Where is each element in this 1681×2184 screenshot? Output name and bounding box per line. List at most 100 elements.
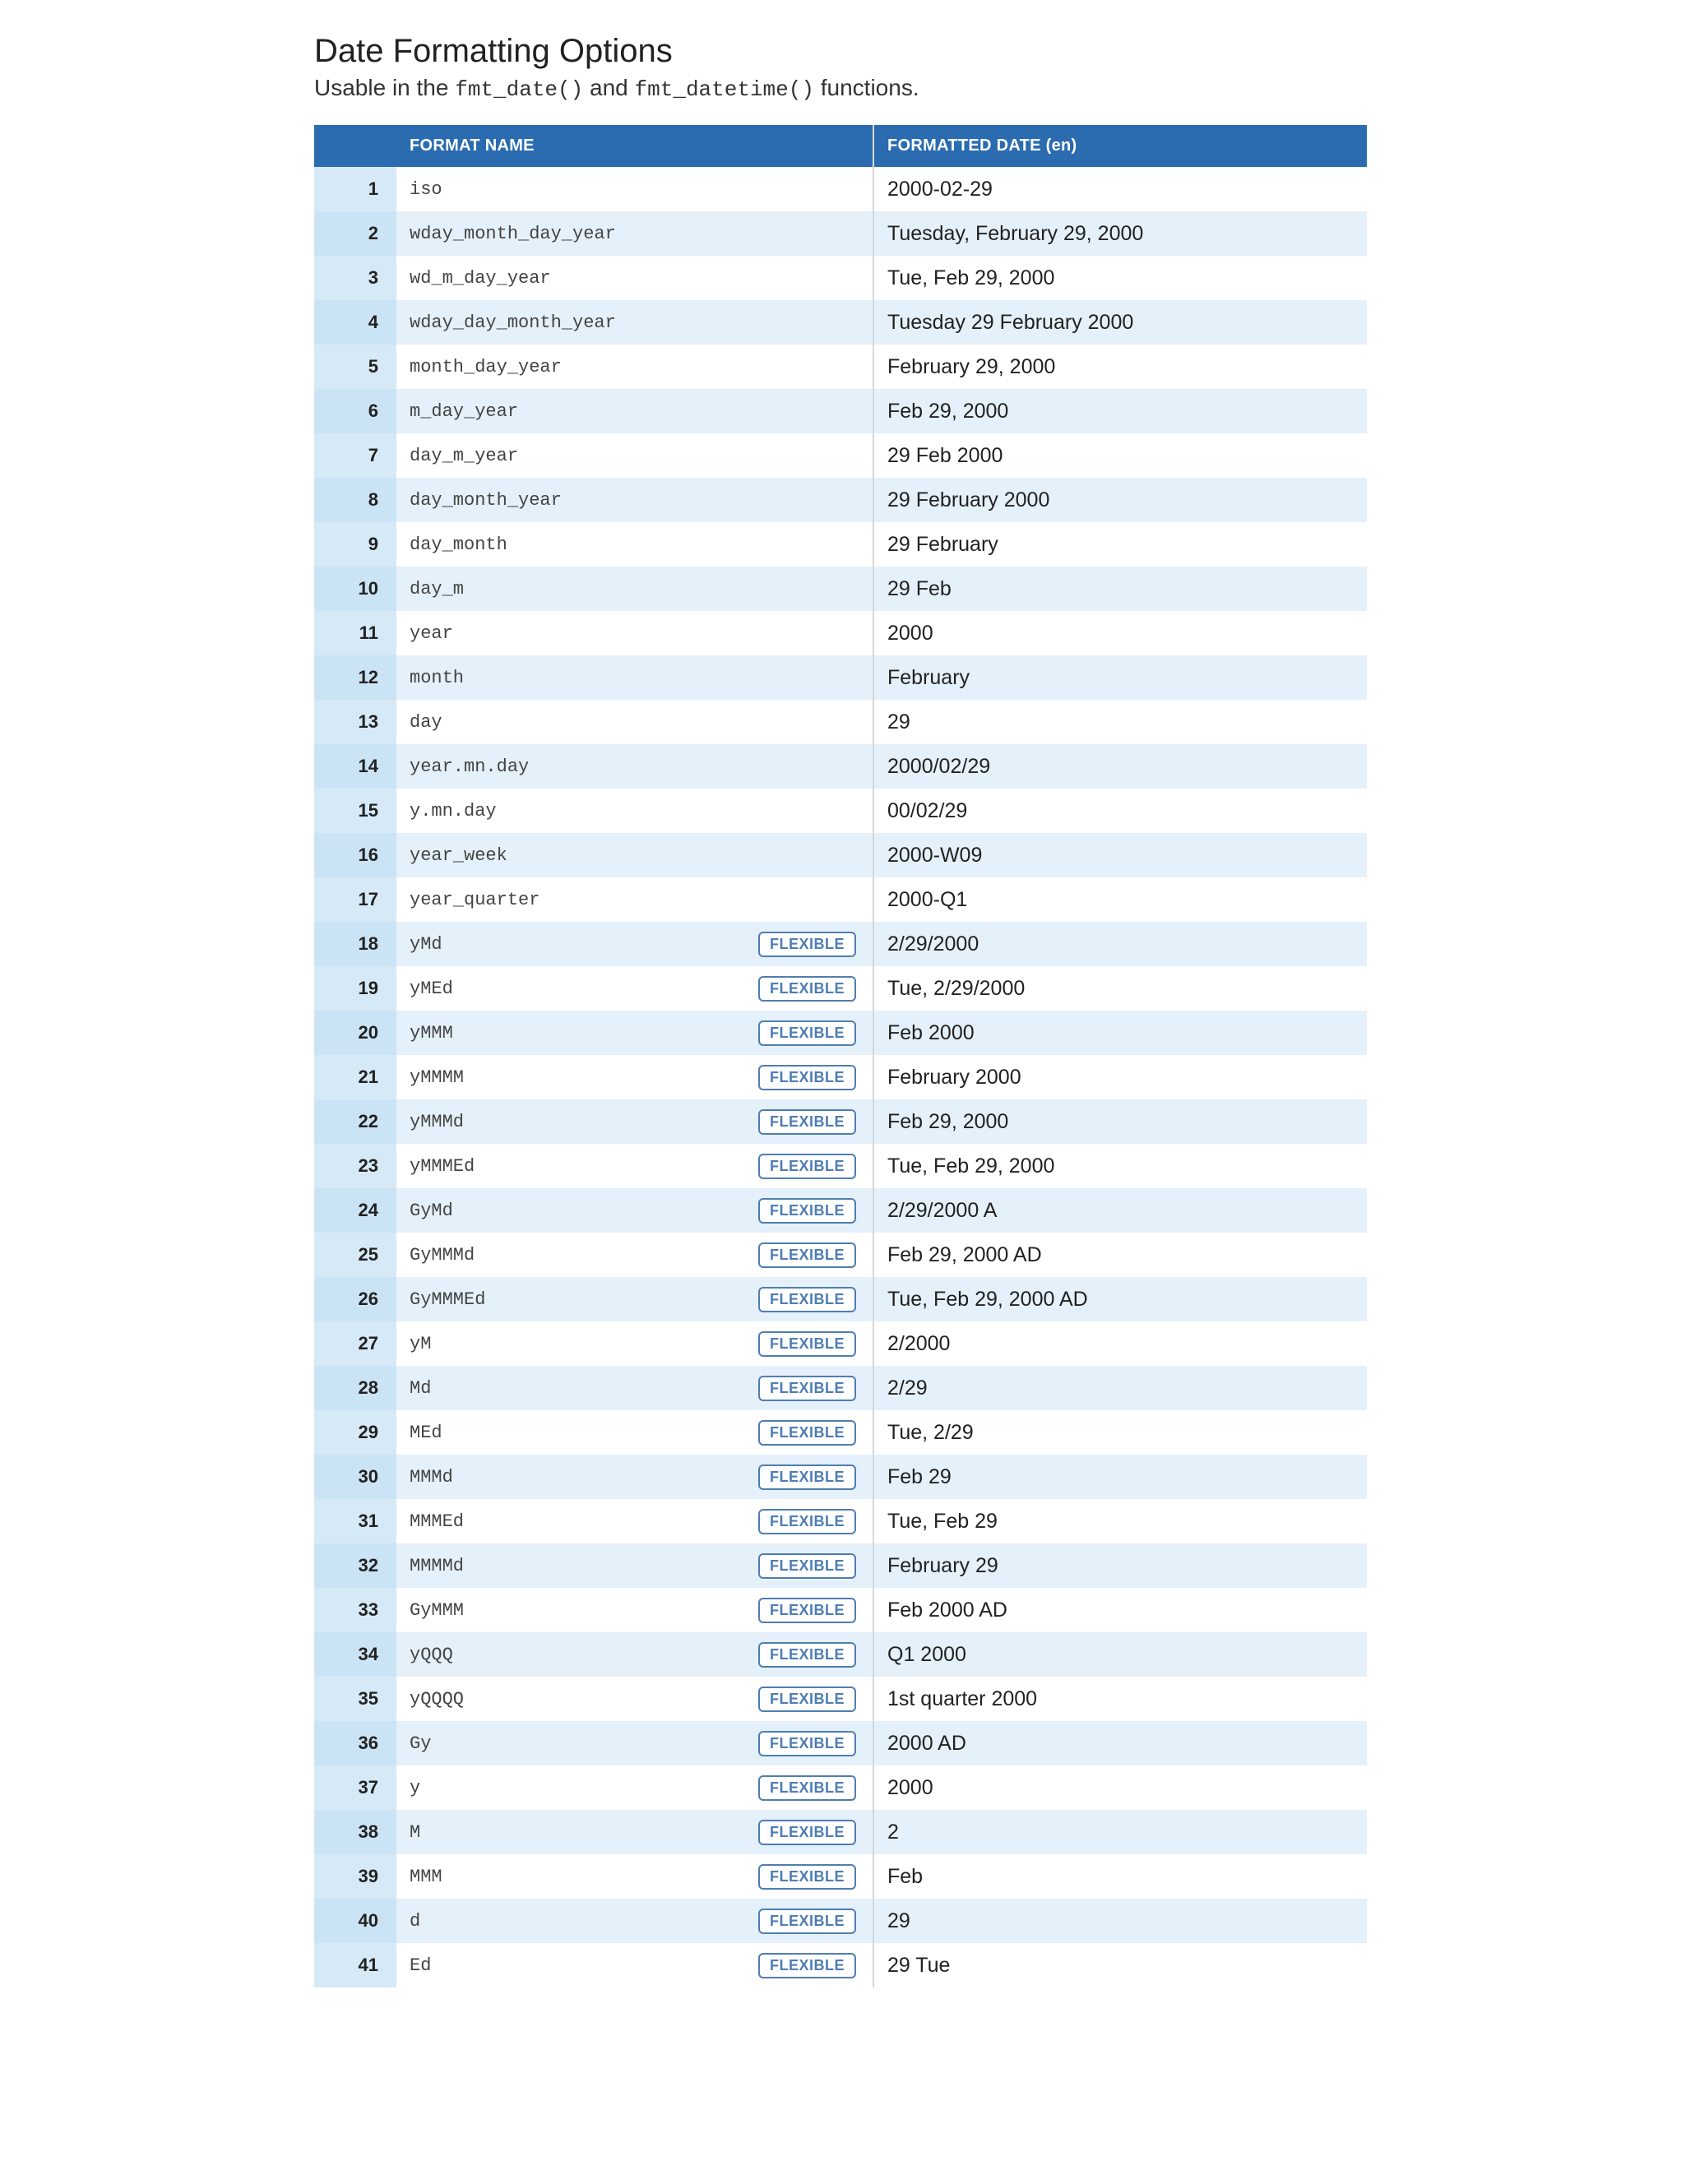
- flexible-cell: [725, 300, 873, 345]
- row-number: 22: [314, 1099, 396, 1144]
- flexible-badge: FLEXIBLE: [758, 1198, 856, 1224]
- format-name: Gy: [396, 1721, 725, 1765]
- format-name: yMMMM: [396, 1055, 725, 1099]
- format-name: M: [396, 1810, 725, 1854]
- format-name: m_day_year: [396, 389, 725, 433]
- flexible-cell: FLEXIBLE: [725, 1277, 873, 1321]
- table-row: 29MEdFLEXIBLETue, 2/29: [314, 1410, 1367, 1455]
- date-formats-table: FORMAT NAME FORMATTED DATE (en) 1iso2000…: [314, 125, 1367, 1987]
- flexible-cell: FLEXIBLE: [725, 1543, 873, 1588]
- table-row: 41EdFLEXIBLE29 Tue: [314, 1943, 1367, 1987]
- table-row: 15y.mn.day00/02/29: [314, 789, 1367, 833]
- flexible-cell: FLEXIBLE: [725, 1588, 873, 1632]
- table-row: 7day_m_year29 Feb 2000: [314, 433, 1367, 478]
- format-name: MMMMd: [396, 1543, 725, 1588]
- format-name: year_week: [396, 833, 725, 877]
- row-number: 6: [314, 389, 396, 433]
- flexible-cell: [725, 877, 873, 922]
- table-row: 13day29: [314, 700, 1367, 744]
- formatted-date: Tue, 2/29: [873, 1410, 1367, 1455]
- flexible-badge: FLEXIBLE: [758, 1909, 856, 1934]
- flexible-badge: FLEXIBLE: [758, 1287, 856, 1312]
- format-name: yMMMd: [396, 1099, 725, 1144]
- flexible-cell: FLEXIBLE: [725, 1233, 873, 1277]
- flexible-cell: FLEXIBLE: [725, 1366, 873, 1410]
- format-name: year_quarter: [396, 877, 725, 922]
- table-row: 35yQQQQFLEXIBLE1st quarter 2000: [314, 1677, 1367, 1721]
- formatted-date: Tuesday 29 February 2000: [873, 300, 1367, 345]
- row-number: 13: [314, 700, 396, 744]
- row-number: 41: [314, 1943, 396, 1987]
- table-row: 40dFLEXIBLE29: [314, 1899, 1367, 1943]
- table-row: 2wday_month_day_yearTuesday, February 29…: [314, 211, 1367, 256]
- row-number: 15: [314, 789, 396, 833]
- row-number: 18: [314, 922, 396, 966]
- formatted-date: February 2000: [873, 1055, 1367, 1099]
- subtitle-text: Usable in the: [314, 75, 455, 100]
- subtitle-text: functions.: [814, 75, 919, 100]
- table-row: 16year_week2000-W09: [314, 833, 1367, 877]
- row-number: 36: [314, 1721, 396, 1765]
- format-name: month: [396, 655, 725, 700]
- flexible-cell: FLEXIBLE: [725, 1677, 873, 1721]
- flexible-cell: [725, 522, 873, 567]
- row-number: 24: [314, 1188, 396, 1233]
- row-number: 1: [314, 167, 396, 211]
- page-container: Date Formatting Options Usable in the fm…: [314, 33, 1367, 1987]
- row-number: 14: [314, 744, 396, 789]
- row-number: 4: [314, 300, 396, 345]
- table-row: 23yMMMEdFLEXIBLETue, Feb 29, 2000: [314, 1144, 1367, 1188]
- formatted-date: 29: [873, 700, 1367, 744]
- row-number: 3: [314, 256, 396, 300]
- formatted-date: 29 Feb: [873, 567, 1367, 611]
- formatted-date: February: [873, 655, 1367, 700]
- flexible-badge: FLEXIBLE: [758, 1242, 856, 1268]
- table-row: 14year.mn.day2000/02/29: [314, 744, 1367, 789]
- flexible-badge: FLEXIBLE: [758, 976, 856, 1002]
- format-name: day_m: [396, 567, 725, 611]
- table-row: 22yMMMdFLEXIBLEFeb 29, 2000: [314, 1099, 1367, 1144]
- format-name: y: [396, 1765, 725, 1810]
- formatted-date: 2000/02/29: [873, 744, 1367, 789]
- flexible-cell: FLEXIBLE: [725, 1810, 873, 1854]
- row-number: 11: [314, 611, 396, 655]
- table-row: 20yMMMFLEXIBLEFeb 2000: [314, 1011, 1367, 1055]
- flexible-badge: FLEXIBLE: [758, 1864, 856, 1890]
- format-name: MMM: [396, 1854, 725, 1899]
- table-row: 26GyMMMEdFLEXIBLETue, Feb 29, 2000 AD: [314, 1277, 1367, 1321]
- row-number: 31: [314, 1499, 396, 1543]
- row-number: 7: [314, 433, 396, 478]
- row-number: 20: [314, 1011, 396, 1055]
- format-name: day_month: [396, 522, 725, 567]
- format-name: yQQQ: [396, 1632, 725, 1677]
- formatted-date: Tue, 2/29/2000: [873, 966, 1367, 1011]
- row-number: 21: [314, 1055, 396, 1099]
- flexible-cell: [725, 167, 873, 211]
- row-number: 37: [314, 1765, 396, 1810]
- flexible-badge: FLEXIBLE: [758, 1331, 856, 1357]
- row-number: 33: [314, 1588, 396, 1632]
- table-body: 1iso2000-02-292wday_month_day_yearTuesda…: [314, 167, 1367, 1987]
- format-name: wday_month_day_year: [396, 211, 725, 256]
- flexible-badge: FLEXIBLE: [758, 1464, 856, 1490]
- flexible-badge: FLEXIBLE: [758, 1642, 856, 1668]
- format-name: MMMEd: [396, 1499, 725, 1543]
- formatted-date: 2/2000: [873, 1321, 1367, 1366]
- flexible-cell: [725, 345, 873, 389]
- table-row: 28MdFLEXIBLE2/29: [314, 1366, 1367, 1410]
- table-row: 36GyFLEXIBLE2000 AD: [314, 1721, 1367, 1765]
- flexible-cell: [725, 655, 873, 700]
- table-row: 3wd_m_day_yearTue, Feb 29, 2000: [314, 256, 1367, 300]
- formatted-date: Feb 29, 2000: [873, 389, 1367, 433]
- flexible-cell: FLEXIBLE: [725, 1899, 873, 1943]
- table-row: 27yMFLEXIBLE2/2000: [314, 1321, 1367, 1366]
- formatted-date: 29: [873, 1899, 1367, 1943]
- col-header-format-name: FORMAT NAME: [396, 125, 725, 167]
- flexible-cell: [725, 389, 873, 433]
- flexible-cell: FLEXIBLE: [725, 1499, 873, 1543]
- table-row: 34yQQQFLEXIBLEQ1 2000: [314, 1632, 1367, 1677]
- formatted-date: 2/29: [873, 1366, 1367, 1410]
- flexible-cell: [725, 211, 873, 256]
- flexible-cell: FLEXIBLE: [725, 966, 873, 1011]
- formatted-date: 2000 AD: [873, 1721, 1367, 1765]
